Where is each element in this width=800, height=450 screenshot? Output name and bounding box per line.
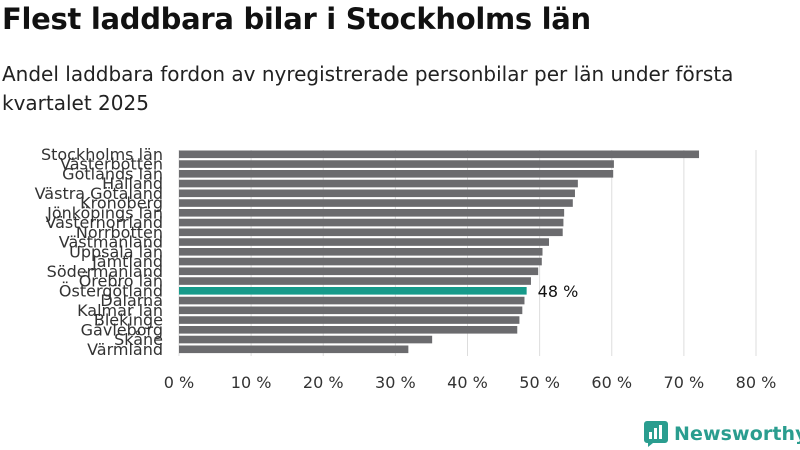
bar [179,248,543,256]
bar [179,257,542,266]
x-tick-label: 60 % [591,373,632,392]
bar [179,150,700,159]
bar [179,287,527,295]
x-tick-label: 40 % [447,373,488,392]
bar [179,267,539,276]
category-label: Östergötland [59,281,163,300]
bar [179,189,575,198]
x-tick-label: 0 % [164,373,194,392]
x-tick-label: 30 % [375,373,416,392]
category-label: Dalarna [100,291,163,310]
chart-title: Flest laddbara bilar i Stockholms län [2,2,591,36]
bar [179,316,520,324]
bar [179,326,518,334]
chat-bubble-chart-icon [644,421,668,447]
bar [179,199,573,207]
category-label: Blekinge [94,311,163,330]
category-label: Västerbotten [60,155,163,174]
category-label: Jönköpings län [46,203,163,222]
x-tick-label: 50 % [519,373,560,392]
category-label: Värmland [87,340,163,359]
bar [179,345,409,354]
category-label: Västernorrland [45,213,163,232]
bar [179,277,531,285]
category-label: Gotlands län [62,164,163,183]
category-label: Jämtland [91,252,163,271]
chart-subtitle: Andel laddbara fordon av nyregistrerade … [2,62,734,115]
bar [179,209,565,217]
category-label: Norrbotten [76,223,163,242]
x-tick-label: 70 % [664,373,705,392]
category-label: Skåne [114,330,163,349]
highlight-value-label: 48 % [538,282,579,301]
category-label: Södermanland [47,262,163,281]
category-label: Västra Götaland [35,184,163,203]
category-label: Västmanland [59,233,163,252]
category-label: Kronoberg [80,194,163,213]
bar [179,228,563,237]
x-tick-label: 20 % [303,373,344,392]
bar [179,335,433,344]
bar [179,238,550,246]
bar [179,160,614,168]
bar [179,218,564,227]
category-label: Örebro län [79,272,163,291]
category-label: Halland [102,174,163,193]
category-label: Gävleborg [81,320,163,339]
category-label: Kalmar län [77,301,163,320]
bar [179,170,614,178]
x-tick-label: 80 % [736,373,777,392]
x-tick-label: 10 % [231,373,272,392]
logo-text: Newsworthy [674,423,800,445]
bar [179,296,525,305]
category-label: Stockholms län [41,145,163,164]
newsworthy-logo: Newsworthy [644,421,800,447]
category-label: Uppsala län [69,242,163,261]
bar [179,179,578,188]
bar [179,306,523,315]
